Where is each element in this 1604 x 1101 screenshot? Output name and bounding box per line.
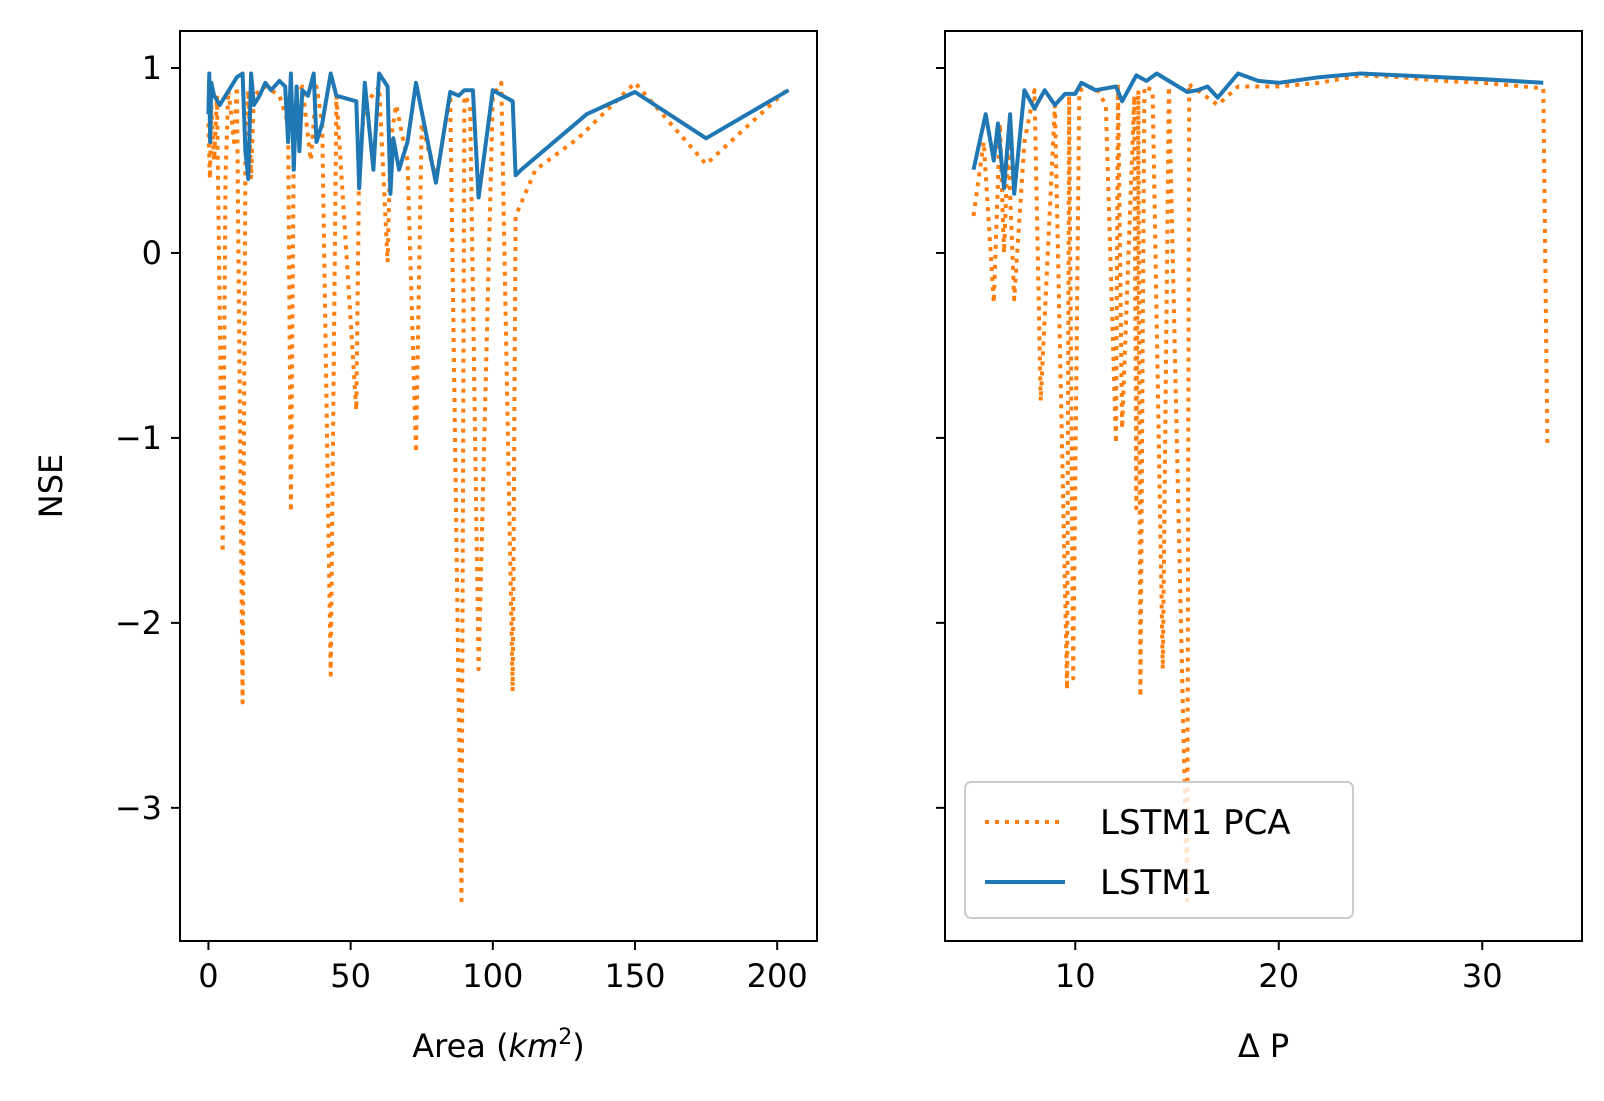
left-series-lstm1-pca [206,80,790,903]
y-tick-label: 1 [142,49,162,87]
y-axis-label: NSE [32,454,70,518]
left-x-tick-label: 100 [462,957,523,995]
left-x-tick-label: 0 [198,957,218,995]
left-x-axis-label: Area (km2) [412,1025,584,1065]
legend-label-lstm1: LSTM1 [1100,863,1212,903]
right-x-tick-label: 20 [1258,957,1299,995]
y-tick-label: −1 [115,419,162,457]
legend-label-lstm1-pca: LSTM1 PCA [1100,803,1291,843]
right-plot-series [971,71,1550,903]
left-plot-series [206,71,790,903]
right-plot-panel: 10 20 30 Δ P LSTM1 PCA LSTM1 [936,30,1583,1065]
right-x-axis-label: Δ P [1238,1027,1289,1065]
right-x-tick-label: 10 [1055,957,1096,995]
left-plot-panel: 0 50 100 150 200 1 0 −1 −2 −3 Area (km2) NSE [32,30,818,1065]
left-series-lstm1 [206,71,790,200]
left-x-axis: 0 50 100 150 200 [198,941,808,995]
left-y-axis: 1 0 −1 −2 −3 [115,49,180,827]
right-series-lstm1-pca [971,73,1550,903]
left-x-tick-label: 200 [747,957,808,995]
right-x-tick-label: 30 [1462,957,1503,995]
right-plot-frame [944,30,1583,942]
y-tick-label: −2 [115,604,162,642]
legend: LSTM1 PCA LSTM1 [964,781,1354,919]
right-x-axis: 10 20 30 [1055,941,1503,995]
y-tick-label: −3 [115,789,162,827]
left-x-tick-label: 150 [604,957,665,995]
right-y-axis [936,66,945,809]
left-plot-frame [179,30,818,942]
right-series-lstm1 [971,71,1544,196]
left-x-tick-label: 50 [330,957,371,995]
y-tick-label: 0 [142,234,162,272]
